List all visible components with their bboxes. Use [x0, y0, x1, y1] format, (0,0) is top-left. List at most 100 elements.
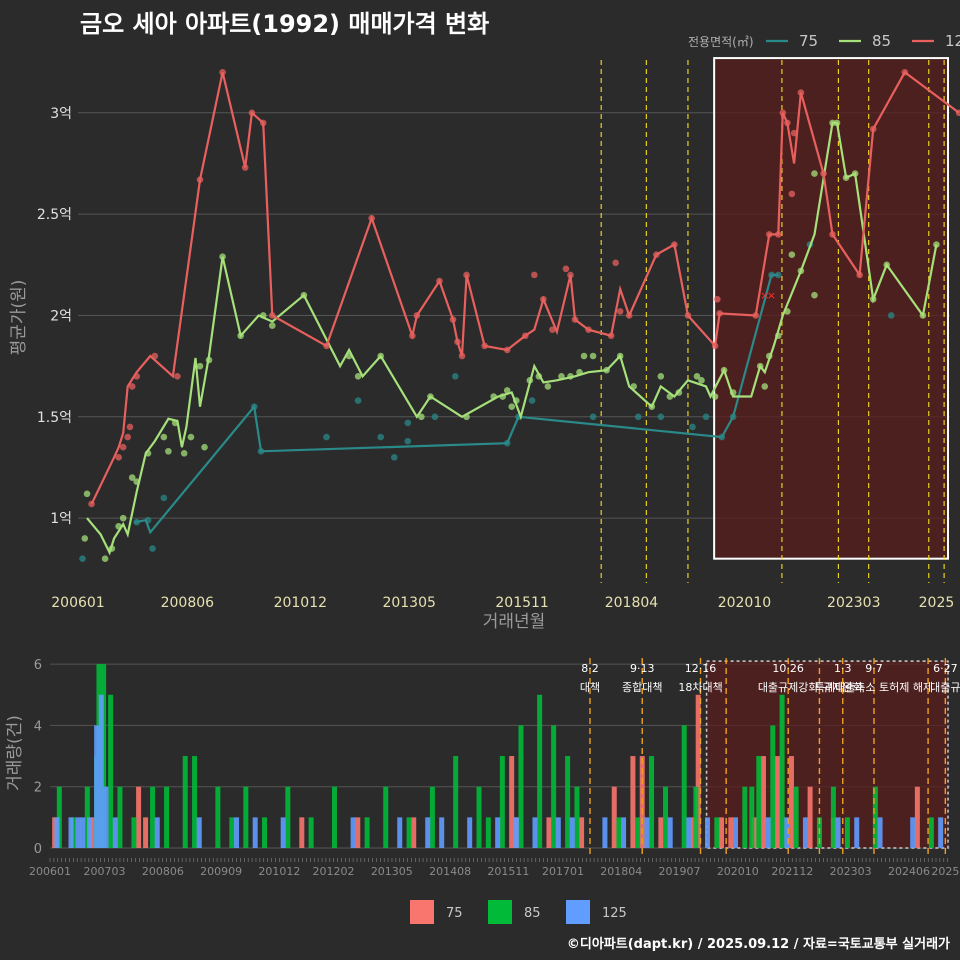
policy-label: 규제완화 — [823, 681, 863, 694]
highlight-region — [713, 57, 950, 560]
bar-75 — [509, 756, 515, 848]
data-point-85 — [675, 389, 683, 396]
data-point-125 — [829, 231, 836, 238]
bar-125 — [75, 817, 81, 848]
data-point-125 — [797, 89, 805, 96]
data-point-125 — [436, 277, 443, 285]
data-point-125 — [88, 500, 95, 508]
data-point-125 — [684, 312, 692, 319]
data-point-125 — [219, 68, 226, 76]
data-point-85 — [616, 352, 624, 360]
data-point-75 — [390, 454, 398, 461]
data-point-85 — [187, 433, 195, 441]
y-tick-label: 3억 — [50, 106, 72, 122]
data-point-85 — [829, 119, 836, 127]
data-point-125 — [869, 125, 877, 133]
data-point-125 — [820, 170, 827, 177]
data-point-85 — [345, 352, 353, 360]
policy-label: 대출규 — [930, 681, 960, 694]
data-point-85 — [108, 545, 116, 552]
data-point-85 — [196, 362, 204, 370]
data-point-125 — [368, 214, 375, 222]
data-point-125 — [449, 316, 457, 323]
data-point-125 — [567, 271, 574, 279]
data-point-85 — [508, 403, 516, 410]
data-point-85 — [765, 352, 773, 360]
data-point-75 — [257, 447, 265, 455]
data-point-75 — [634, 413, 642, 421]
bar-125 — [112, 817, 118, 848]
data-point-85 — [851, 170, 859, 177]
legend-label-125: 125 — [945, 32, 960, 50]
data-point-125 — [571, 316, 579, 323]
x-tick-label: 200806 — [161, 595, 215, 611]
bar-85 — [229, 817, 235, 848]
data-point-85 — [354, 372, 362, 380]
cross-mark: × — [760, 289, 769, 302]
bar-85 — [215, 786, 221, 848]
data-point-85 — [128, 474, 136, 481]
data-point-85 — [756, 362, 764, 370]
bar-85 — [364, 817, 370, 848]
data-point-85 — [775, 332, 782, 340]
data-point-125 — [562, 265, 570, 273]
bar-85 — [770, 725, 776, 848]
data-point-85 — [811, 170, 818, 177]
policy-label: 특례대출축소 토허제 해제 — [815, 680, 933, 694]
y-axis-label: 거래량(건) — [5, 715, 25, 791]
bar-85 — [406, 817, 412, 848]
data-point-125 — [521, 332, 529, 340]
x-tick-label: 200601 — [29, 865, 71, 878]
data-point-85 — [160, 433, 168, 441]
volume-chart: 0 2 4 6 8·2 대책 9·13 종합대책 12·16 18차대책 10·26 대출규제강화 1·… — [5, 658, 960, 924]
data-point-85 — [171, 419, 179, 427]
data-point-125 — [454, 338, 461, 346]
data-point-85 — [883, 261, 891, 269]
x-tick-label: 200806 — [142, 865, 184, 878]
data-point-75 — [323, 433, 330, 441]
bar-75 — [760, 756, 766, 848]
data-point-85 — [729, 389, 737, 396]
bar-85 — [262, 817, 268, 848]
bar-85 — [56, 786, 62, 848]
bar-75 — [728, 817, 734, 848]
data-point-125 — [126, 423, 134, 431]
bar-75 — [611, 786, 617, 848]
x-tick-label: 201804 — [600, 865, 642, 878]
bar-125 — [569, 817, 575, 848]
x-tick-label: 201701 — [542, 865, 584, 878]
bar-75 — [774, 756, 780, 848]
data-point-75 — [775, 271, 782, 279]
policy-label: 10·26 — [772, 662, 804, 675]
bar-125 — [280, 817, 286, 848]
bar-125 — [513, 817, 519, 848]
data-point-125 — [856, 271, 863, 279]
x-tick-label: 202010 — [718, 595, 771, 611]
page-title: 금오 세아 아파트(1992) 매매가격 변화 — [80, 10, 490, 38]
bar-125 — [532, 817, 538, 848]
bar-125 — [686, 817, 692, 848]
data-point-75 — [702, 413, 710, 421]
bar-125 — [621, 817, 627, 848]
data-point-125 — [901, 68, 909, 76]
bar-85 — [243, 786, 249, 848]
data-point-85 — [377, 352, 385, 360]
bar-125 — [350, 817, 356, 848]
data-point-85 — [544, 383, 552, 390]
data-point-125 — [119, 443, 127, 451]
bar-125 — [154, 817, 160, 848]
bar-125 — [397, 817, 403, 848]
data-point-85 — [427, 393, 434, 400]
bar-125 — [602, 817, 608, 848]
data-point-85 — [201, 443, 208, 451]
data-point-85 — [490, 393, 497, 400]
data-point-75 — [887, 312, 895, 319]
bar-85 — [84, 786, 90, 848]
bar-125 — [87, 817, 93, 848]
data-point-85 — [693, 372, 701, 380]
data-point-125 — [716, 310, 723, 317]
data-point-85 — [205, 356, 213, 364]
data-point-85 — [237, 332, 244, 340]
data-point-125 — [653, 251, 660, 258]
bar-85 — [308, 817, 314, 848]
